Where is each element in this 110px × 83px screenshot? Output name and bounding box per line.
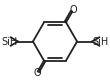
Text: O: O [33, 68, 41, 78]
Text: O: O [69, 5, 77, 15]
Text: SiH: SiH [92, 37, 109, 46]
Text: SiH: SiH [1, 37, 18, 46]
